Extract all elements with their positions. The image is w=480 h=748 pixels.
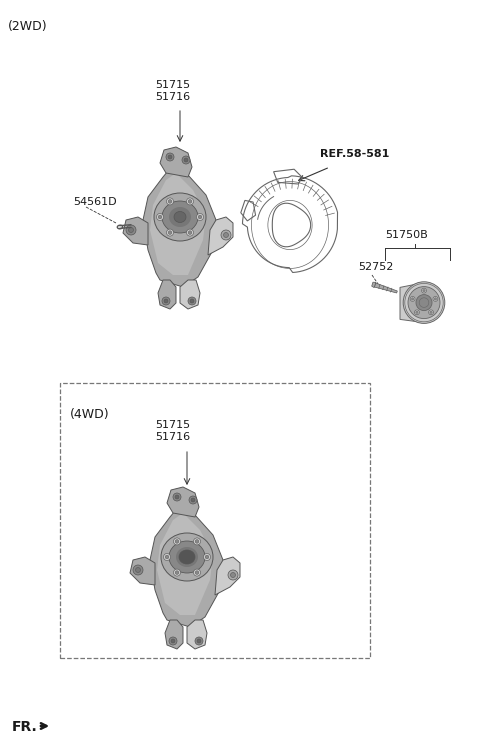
Polygon shape <box>374 283 397 293</box>
Circle shape <box>204 554 211 560</box>
Ellipse shape <box>174 212 186 222</box>
Circle shape <box>191 498 195 502</box>
Circle shape <box>198 215 202 219</box>
Circle shape <box>403 282 445 323</box>
Circle shape <box>173 538 180 545</box>
Polygon shape <box>158 280 176 309</box>
Circle shape <box>429 310 433 315</box>
Circle shape <box>415 310 420 315</box>
Circle shape <box>173 493 181 501</box>
Circle shape <box>411 298 414 300</box>
Circle shape <box>195 637 203 645</box>
Polygon shape <box>165 620 183 649</box>
Circle shape <box>173 569 180 576</box>
Circle shape <box>197 639 201 643</box>
Polygon shape <box>150 173 206 275</box>
Polygon shape <box>123 217 148 245</box>
Circle shape <box>182 156 190 164</box>
Ellipse shape <box>169 541 205 573</box>
Circle shape <box>135 568 141 572</box>
Circle shape <box>175 495 179 499</box>
Circle shape <box>158 215 162 219</box>
Circle shape <box>221 230 231 240</box>
Polygon shape <box>187 620 207 649</box>
Circle shape <box>126 225 136 235</box>
Circle shape <box>193 538 201 545</box>
Circle shape <box>434 298 437 300</box>
Text: 51715: 51715 <box>155 420 190 430</box>
Text: 51716: 51716 <box>155 432 190 442</box>
Circle shape <box>416 311 418 313</box>
Ellipse shape <box>154 193 206 241</box>
Circle shape <box>189 496 197 504</box>
Circle shape <box>188 297 196 305</box>
Circle shape <box>408 286 440 319</box>
Ellipse shape <box>161 533 213 581</box>
Circle shape <box>196 213 204 221</box>
Circle shape <box>164 554 170 560</box>
Text: 51750B: 51750B <box>385 230 428 240</box>
Circle shape <box>188 200 192 203</box>
Text: 54561D: 54561D <box>73 197 117 207</box>
Circle shape <box>205 555 209 559</box>
Text: 51716: 51716 <box>155 92 190 102</box>
Polygon shape <box>208 217 233 255</box>
Circle shape <box>193 569 201 576</box>
Circle shape <box>168 231 172 234</box>
Polygon shape <box>143 165 216 287</box>
Circle shape <box>129 227 133 233</box>
Circle shape <box>430 311 432 313</box>
Circle shape <box>187 229 193 236</box>
Polygon shape <box>130 557 155 585</box>
Polygon shape <box>160 147 192 177</box>
Text: REF.58-581: REF.58-581 <box>320 149 389 159</box>
Polygon shape <box>372 282 376 287</box>
Circle shape <box>167 229 173 236</box>
Polygon shape <box>400 283 424 322</box>
Circle shape <box>167 198 173 205</box>
Text: (2WD): (2WD) <box>8 20 48 33</box>
Polygon shape <box>215 557 240 595</box>
Text: (4WD): (4WD) <box>70 408 109 421</box>
Circle shape <box>416 295 432 310</box>
Circle shape <box>228 570 238 580</box>
Circle shape <box>187 198 193 205</box>
Ellipse shape <box>162 201 198 233</box>
Ellipse shape <box>179 550 195 564</box>
Polygon shape <box>150 505 223 627</box>
Text: FR.: FR. <box>12 720 38 734</box>
Circle shape <box>168 155 172 159</box>
Circle shape <box>175 571 179 574</box>
Circle shape <box>162 297 170 305</box>
Circle shape <box>169 637 177 645</box>
Polygon shape <box>157 513 213 615</box>
Circle shape <box>195 571 199 574</box>
Circle shape <box>224 233 228 238</box>
Polygon shape <box>180 280 200 309</box>
Circle shape <box>188 231 192 234</box>
Circle shape <box>171 639 175 643</box>
Circle shape <box>156 213 164 221</box>
Circle shape <box>195 539 199 543</box>
Text: 52752: 52752 <box>358 262 394 272</box>
Bar <box>60 383 370 658</box>
Circle shape <box>419 298 429 307</box>
Circle shape <box>230 572 236 577</box>
Circle shape <box>175 539 179 543</box>
Circle shape <box>410 296 415 301</box>
Circle shape <box>421 288 426 293</box>
Circle shape <box>168 200 172 203</box>
Circle shape <box>423 289 425 292</box>
Text: 51715: 51715 <box>155 80 190 90</box>
Circle shape <box>166 153 174 161</box>
Ellipse shape <box>176 547 198 567</box>
Circle shape <box>190 299 194 303</box>
Circle shape <box>433 296 438 301</box>
Circle shape <box>165 555 169 559</box>
Circle shape <box>184 158 188 162</box>
Ellipse shape <box>169 207 191 227</box>
Polygon shape <box>167 487 199 517</box>
Circle shape <box>133 565 143 575</box>
Circle shape <box>164 299 168 303</box>
